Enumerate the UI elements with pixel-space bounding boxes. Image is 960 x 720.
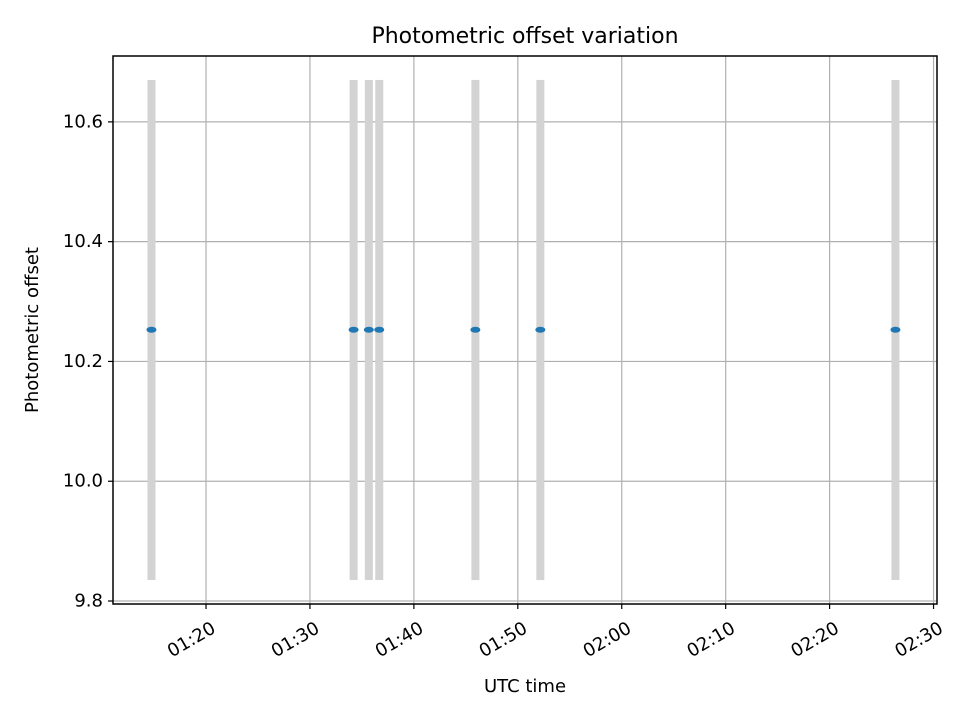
data-point xyxy=(348,326,359,333)
data-point xyxy=(374,326,385,333)
chart-title: Photometric offset variation xyxy=(371,24,678,49)
data-point xyxy=(535,326,546,333)
grid xyxy=(113,56,937,604)
data-point xyxy=(470,326,481,333)
data-point xyxy=(146,326,157,333)
y-axis-label: Photometric offset xyxy=(22,247,43,413)
x-tick-label: 01:50 xyxy=(476,618,531,662)
y-tick-label: 10.4 xyxy=(63,231,103,252)
data-point xyxy=(363,326,374,333)
x-tick-label: 01:40 xyxy=(372,618,427,662)
y-tick-label: 10.2 xyxy=(63,351,103,372)
x-tick-label: 02:20 xyxy=(787,618,842,662)
plot-marks xyxy=(146,79,901,581)
x-axis-label: UTC time xyxy=(484,676,566,697)
x-tick-label: 02:30 xyxy=(891,618,946,662)
plot-frame xyxy=(112,55,938,605)
axis-ticks: 01:20 01:30 01:40 01:50 02:00 02:10 02:20 02:30… xyxy=(63,111,947,662)
x-tick-label: 02:10 xyxy=(683,618,738,662)
y-tick-label: 10.6 xyxy=(63,111,103,132)
x-tick-label: 01:20 xyxy=(164,618,219,662)
x-tick-label: 01:30 xyxy=(268,618,323,662)
y-tick-label: 9.8 xyxy=(74,591,103,612)
y-tick-label: 10.0 xyxy=(63,471,103,492)
data-point xyxy=(890,326,901,333)
x-tick-label: 02:00 xyxy=(580,618,635,662)
